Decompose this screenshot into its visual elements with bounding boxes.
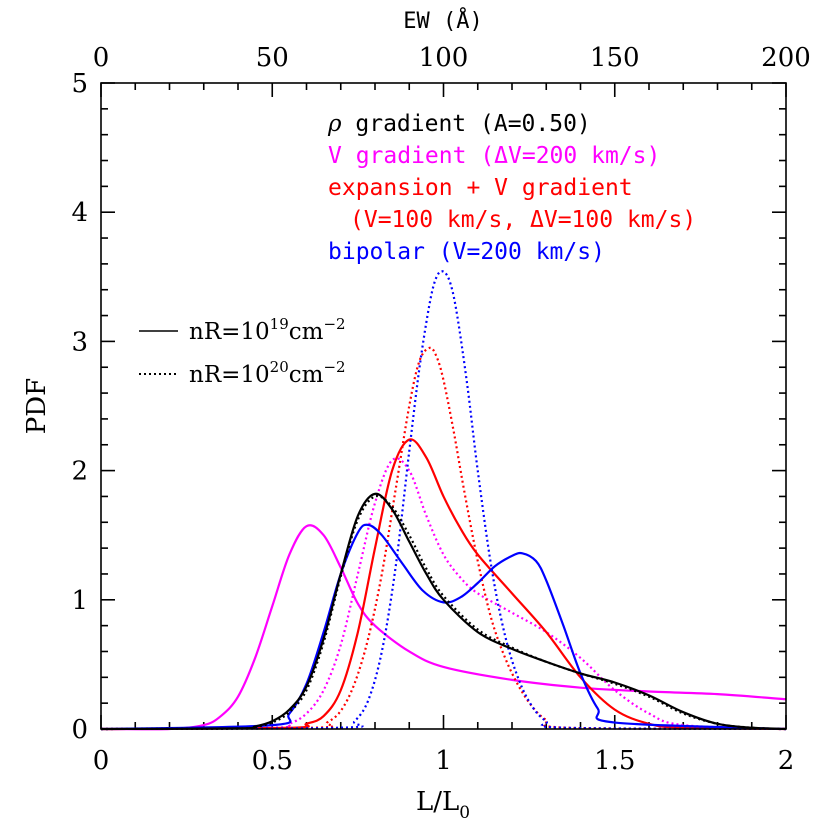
legend-superscript: −2 [323,315,345,333]
annotation-part: gradient (A=0.50) [342,111,591,137]
x-axis-label: L/L0 [416,787,470,823]
x-tick-label: 0.5 [252,746,293,776]
legend-superscript: −2 [323,358,345,376]
series-line [100,438,787,731]
legend-superscript: 19 [270,315,289,333]
annotation-line: V gradient (ΔV=200 km/s) [328,143,660,169]
series-line [100,492,787,731]
x-tick-label: 1 [435,746,452,776]
series-curves [100,270,787,731]
y-tick-label: 2 [71,457,88,487]
series-line [100,346,787,731]
x-tick-label: 2 [778,746,795,776]
legend-text: nR=10 [189,362,270,388]
top-tick-label: 0 [93,43,110,73]
series-line [100,457,787,731]
x-axis-label-main: L/L [416,787,459,817]
legend-unit: cm [289,362,324,388]
x-axis-label-sub: 0 [459,803,470,823]
y-axis-label: PDF [22,378,52,434]
legend-superscript: 20 [270,358,289,376]
legend-label: nR=1020cm−2 [189,358,346,388]
top-tick-label: 150 [590,43,640,73]
y-tick-label: 3 [71,327,88,357]
annotation-block: ρ gradient (A=0.50) V gradient (ΔV=200 km… [327,111,696,265]
plot-frame [100,82,787,730]
top-tick-label: 50 [256,43,289,73]
top-tick-label: 100 [419,43,469,73]
y-tick-label: 5 [71,69,88,99]
legend: nR=1019cm−2nR=1020cm−2 [139,315,346,388]
series-line [100,524,787,731]
series-line [100,494,787,731]
annotation-part: expansion + V gradient [328,175,633,201]
series-line [100,523,787,731]
legend-unit: cm [289,319,324,345]
annotation-part: ρ [327,111,342,137]
annotation-line: expansion + V gradient [328,175,633,201]
legend-text: nR=10 [189,319,270,345]
annotation-line: bipolar (V=200 km/s) [328,239,605,265]
annotation-line: (V=100 km/s, ΔV=100 km/s) [350,207,696,233]
y-tick-label: 1 [71,586,88,616]
x-tick-label: 1.5 [594,746,635,776]
annotation-line: ρ gradient (A=0.50) [327,111,591,137]
annotation-part: V gradient (ΔV=200 km/s) [328,143,660,169]
annotation-part: (V=100 km/s, ΔV=100 km/s) [350,207,696,233]
y-tick-label: 4 [71,198,88,228]
y-tick-label: 0 [71,715,88,745]
series-line [100,270,787,731]
legend-label: nR=1019cm−2 [189,315,346,345]
annotation-part: bipolar (V=200 km/s) [328,239,605,265]
top-tick-label: 200 [761,43,811,73]
x-tick-label: 0 [93,746,110,776]
top-axis-label: EW (Å) [403,7,482,34]
